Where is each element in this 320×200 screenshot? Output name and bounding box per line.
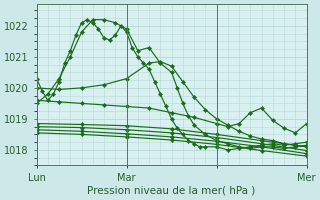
X-axis label: Pression niveau de la mer( hPa ): Pression niveau de la mer( hPa ) (87, 186, 256, 196)
